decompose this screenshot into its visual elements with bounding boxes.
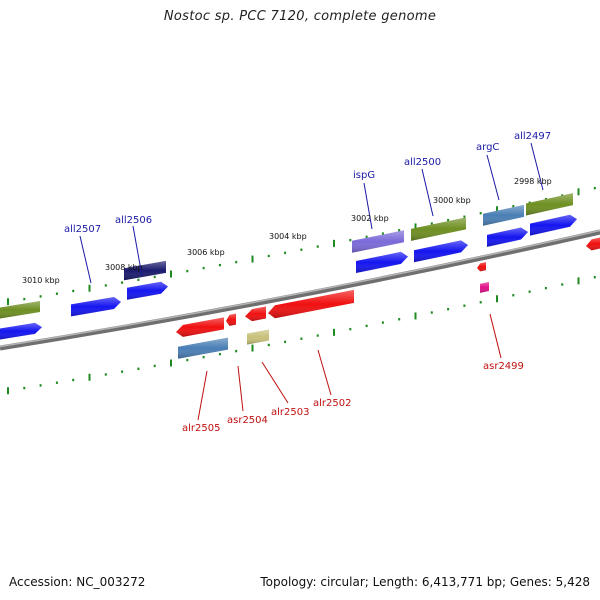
- gene-all2500-outer[interactable]: [411, 217, 466, 241]
- gene-all2500[interactable]: [414, 240, 468, 263]
- kbp-label-3004: 3004 kbp: [269, 232, 307, 241]
- kbp-labels: 3010 kbp 3008 kbp 3006 kbp 3004 kbp 3002…: [22, 177, 552, 285]
- gene-all2506-outer[interactable]: [124, 260, 166, 281]
- tick-tracks: [7, 186, 596, 395]
- leader-all2497: [530, 142, 544, 191]
- gene-label-alr2503[interactable]: alr2503: [271, 407, 309, 418]
- gene-all2497[interactable]: [530, 214, 577, 236]
- gene-red-edge[interactable]: [586, 237, 600, 251]
- leader-ispG: [363, 182, 373, 230]
- gene-label-asr2504[interactable]: asr2504: [227, 415, 268, 426]
- gene-label-argC[interactable]: argC: [476, 142, 499, 153]
- gene-label-all2506[interactable]: all2506: [115, 215, 152, 226]
- gene-alr2505-inner[interactable]: [176, 317, 224, 337]
- gene-argC[interactable]: [487, 227, 528, 247]
- kbp-label-3000: 3000 kbp: [433, 196, 471, 205]
- gene-labels: all2507 all2506 ispG all2500 argC all249…: [64, 131, 551, 434]
- gene-asr2499[interactable]: [480, 281, 489, 293]
- forward-tick-track: [7, 186, 596, 306]
- reverse-tick-track: [7, 275, 596, 395]
- label-leaders: [79, 142, 544, 421]
- gene-label-all2507[interactable]: all2507: [64, 224, 101, 235]
- leader-alr2503: [261, 361, 289, 404]
- gene-all2497-outer[interactable]: [526, 193, 573, 216]
- gene-label-alr2502[interactable]: alr2502: [313, 398, 351, 409]
- gene-alr2505[interactable]: [178, 337, 228, 359]
- gene-alr2503-inner[interactable]: [245, 306, 266, 322]
- leader-all2500: [421, 168, 434, 217]
- leader-alr2505: [197, 370, 208, 421]
- gene-label-ispG[interactable]: ispG: [353, 170, 375, 181]
- gene-label-asr2499[interactable]: asr2499: [483, 361, 524, 372]
- kbp-label-3006: 3006 kbp: [187, 248, 225, 257]
- gene-asr2504[interactable]: [247, 329, 269, 345]
- kbp-label-3010: 3010 kbp: [22, 276, 60, 285]
- genome-summary-text: Topology: circular; Length: 6,413,771 bp…: [260, 575, 590, 589]
- accession-text: Accession: NC_003272: [9, 575, 146, 589]
- gene-asr2499-inner[interactable]: [477, 262, 486, 272]
- leader-all2507: [79, 235, 92, 284]
- kbp-label-3002: 3002 kbp: [351, 214, 389, 223]
- genome-title: Nostoc sp. PCC 7120, complete genome: [163, 9, 437, 24]
- gene-all2506[interactable]: [127, 281, 168, 300]
- genome-backbone: [0, 229, 600, 351]
- gene-argC-outer[interactable]: [483, 204, 524, 226]
- gene-blue-1[interactable]: [0, 322, 42, 340]
- gene-label-all2497[interactable]: all2497: [514, 131, 551, 142]
- gene-alr2502[interactable]: [268, 289, 354, 319]
- leader-asr2499: [489, 313, 502, 359]
- gene-ispG[interactable]: [352, 230, 404, 253]
- leader-asr2504: [237, 365, 244, 412]
- gene-all2507[interactable]: [71, 297, 121, 317]
- gene-olive-1[interactable]: [0, 301, 40, 319]
- kbp-label-3008: 3008 kbp: [105, 263, 143, 272]
- gene-ispG-inner[interactable]: [356, 251, 408, 273]
- gene-label-all2500[interactable]: all2500: [404, 157, 441, 168]
- gene-label-alr2505[interactable]: alr2505: [182, 423, 220, 434]
- genome-backbone-highlight: [0, 229, 600, 348]
- kbp-label-2998: 2998 kbp: [514, 177, 552, 186]
- gene-asr2504-inner[interactable]: [226, 313, 236, 326]
- leader-all2506: [132, 225, 143, 277]
- leader-alr2502: [317, 349, 332, 396]
- leader-argC: [486, 154, 500, 201]
- gene-features: [0, 193, 600, 359]
